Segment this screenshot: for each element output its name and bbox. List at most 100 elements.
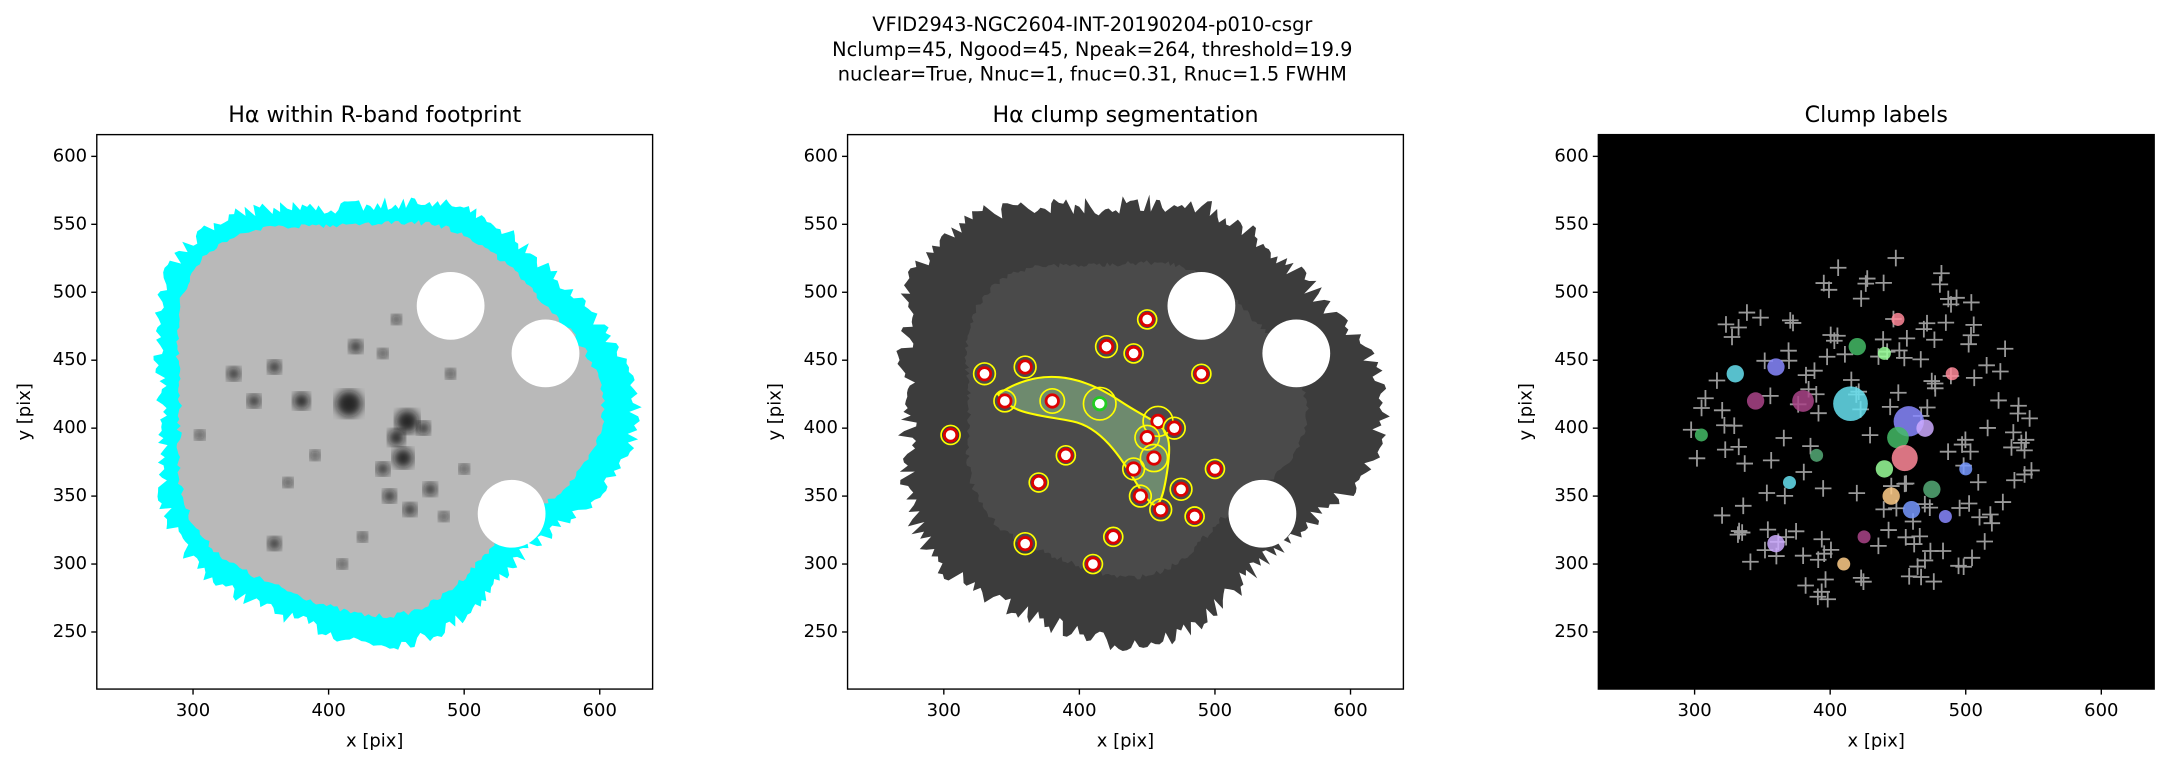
- peak-cross: [1897, 529, 1915, 546]
- source: [349, 340, 363, 354]
- source: [377, 348, 388, 359]
- clump-label: [1902, 501, 1921, 519]
- peak-cross: [1857, 275, 1875, 292]
- peak-cross: [1912, 568, 1930, 586]
- peak-cross: [1762, 387, 1779, 405]
- peak-cross: [1976, 533, 1993, 550]
- source: [416, 421, 431, 435]
- clump-label: [1882, 487, 1900, 505]
- peak-cross: [1729, 526, 1747, 543]
- clump-label: [1782, 476, 1797, 490]
- peak-cross: [1795, 463, 1813, 481]
- x-tick-label: 500: [1949, 700, 1983, 721]
- peak-cross: [1965, 316, 1983, 334]
- peak-cross: [1962, 443, 1979, 460]
- x-tick-label: 600: [1333, 700, 1367, 721]
- clump-marker: [1058, 447, 1074, 463]
- clump-contour: [1191, 363, 1212, 385]
- clump-marker: [1150, 413, 1166, 429]
- y-axis-label: y [pix]: [765, 383, 786, 440]
- source: [267, 537, 281, 551]
- peak-cross: [1693, 399, 1710, 417]
- peak-cross: [1758, 484, 1776, 502]
- peak-cross: [1990, 392, 2007, 409]
- y-axis-label: y [pix]: [1515, 383, 1536, 440]
- peak-cross: [1730, 522, 1748, 540]
- source: [335, 390, 362, 417]
- clump-contour: [1169, 477, 1193, 501]
- source: [194, 430, 205, 440]
- clump-label: [1857, 530, 1871, 544]
- peak-cross: [2023, 462, 2040, 479]
- mask-hole: [1262, 319, 1331, 388]
- peak-cross: [1734, 497, 1752, 515]
- clump-marker: [1098, 339, 1115, 355]
- clump-contour: [1094, 334, 1119, 359]
- peak-cross: [1890, 384, 1907, 402]
- y-tick-label: 600: [53, 145, 87, 166]
- clump-marker: [1126, 461, 1142, 477]
- clump-marker: [997, 393, 1013, 409]
- peak-cross: [1716, 416, 1733, 434]
- peak-cross: [1963, 294, 1980, 311]
- clump-marker: [1153, 502, 1169, 518]
- source: [438, 511, 449, 522]
- peak-cross: [1708, 372, 1726, 389]
- source: [283, 477, 293, 488]
- peak-cross: [1978, 357, 1995, 374]
- y-tick-label: 550: [804, 213, 838, 234]
- peak-cross: [1822, 326, 1839, 344]
- peak-cross: [1953, 436, 1971, 453]
- peak-cross: [1982, 506, 1999, 523]
- y-tick-label: 250: [804, 621, 838, 642]
- clump-label: [1694, 428, 1708, 442]
- peak-cross: [1915, 320, 1933, 338]
- source: [267, 360, 281, 374]
- clump-label: [1891, 445, 1918, 472]
- peak-cross: [1926, 380, 1944, 397]
- y-tick-label: 250: [1554, 621, 1588, 642]
- peak-cross: [2021, 410, 2038, 427]
- peak-cross: [1971, 508, 1988, 526]
- peak-cross: [1994, 493, 2012, 511]
- clump-label: [1833, 386, 1868, 422]
- clump-label: [1877, 346, 1891, 360]
- peak-cross: [1875, 501, 1893, 518]
- clump-marker: [1132, 488, 1148, 504]
- peak-cross: [1896, 475, 1914, 493]
- mask-hole: [511, 319, 580, 388]
- peak-cross: [1818, 348, 1836, 366]
- peak-cross: [1965, 369, 1983, 387]
- peak-cross: [2016, 442, 2033, 459]
- clump-marker: [1031, 474, 1047, 491]
- clump-contour: [1162, 416, 1186, 440]
- clump-marker: [942, 427, 959, 443]
- peak-cross: [1843, 371, 1860, 389]
- y-tick-label: 550: [1554, 213, 1588, 234]
- clump-marker: [1146, 450, 1162, 466]
- clump-marker: [1173, 481, 1189, 497]
- peak-cross: [1730, 319, 1747, 336]
- image-area: [96, 134, 653, 690]
- mask-hole: [416, 271, 485, 340]
- source: [337, 559, 348, 569]
- clump-label: [1887, 426, 1909, 449]
- clump-marker: [1092, 396, 1108, 412]
- mask-hole: [1167, 271, 1236, 340]
- peak-cross: [1925, 573, 1943, 590]
- peak-cross: [1814, 480, 1832, 497]
- suptitle-line: Nclump=45, Ngood=45, Npeak=264, threshol…: [832, 38, 1352, 61]
- clump-contour: [1184, 506, 1205, 527]
- peak-cross: [1919, 399, 1936, 416]
- clump-label: [1767, 534, 1785, 553]
- y-tick-label: 600: [1554, 145, 1588, 166]
- peak-cross: [1813, 530, 1831, 548]
- y-tick-label: 500: [53, 281, 87, 302]
- x-tick-label: 300: [927, 700, 961, 721]
- x-tick-label: 600: [2084, 700, 2118, 721]
- peak-cross: [1950, 557, 1967, 575]
- x-axis-label: x [pix]: [346, 731, 403, 752]
- peak-cross: [1979, 419, 1996, 437]
- clump-label: [1848, 337, 1866, 356]
- clump-contour: [1013, 531, 1037, 556]
